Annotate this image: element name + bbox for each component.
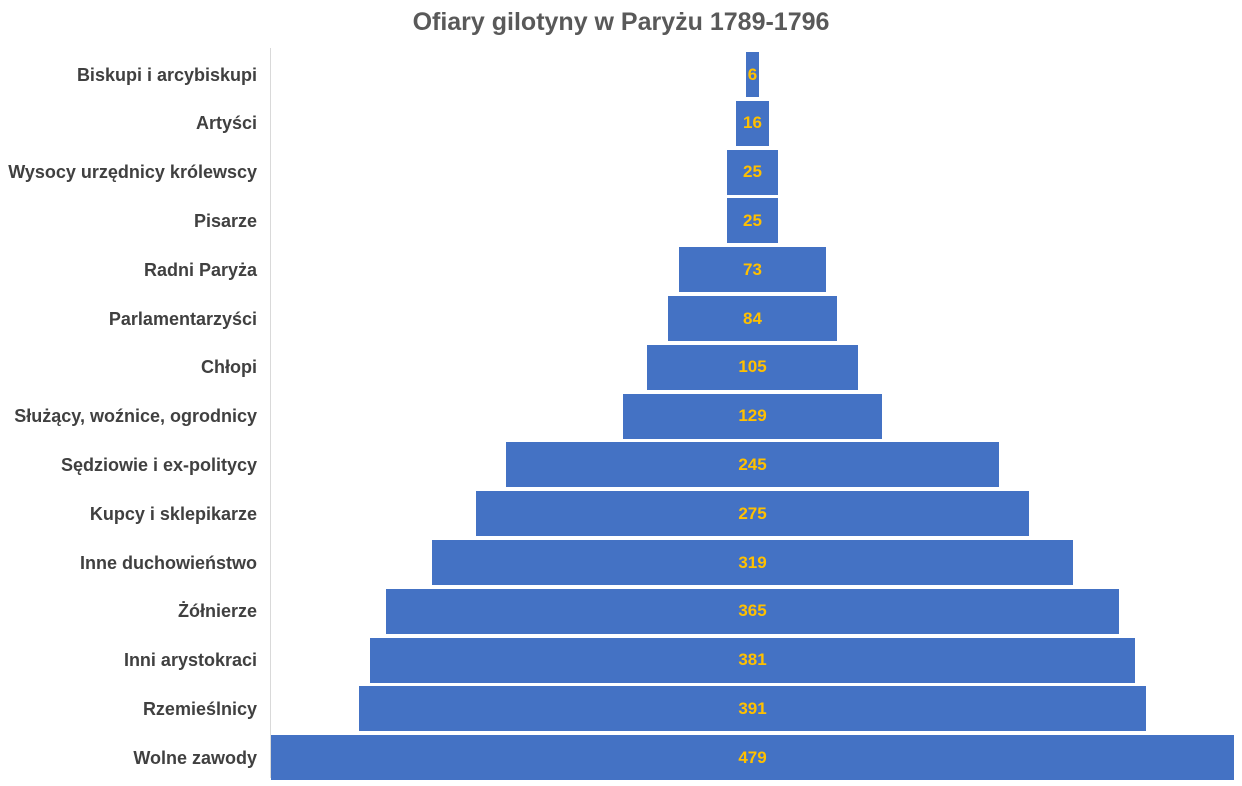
bar (727, 149, 778, 195)
bar (727, 198, 778, 244)
bar-value-label: 73 (743, 259, 762, 279)
bar (385, 588, 1120, 634)
chart-title: Ofiary gilotyny w Paryżu 1789-1796 (412, 8, 830, 36)
category-label: Służący, woźnice, ogrodnicy (14, 406, 257, 427)
category-label: Inne duchowieństwo (79, 552, 257, 573)
bar-value-label: 275 (738, 503, 767, 523)
category-label: Inni arystokraci (123, 650, 257, 671)
category-label: Sędziowie i ex-politycy (60, 454, 257, 475)
bar (506, 442, 999, 488)
bar-value-label: 381 (738, 650, 767, 670)
bar-value-label: 105 (738, 357, 767, 377)
bar-value-label: 391 (738, 698, 767, 718)
category-label: Żółnierze (177, 601, 257, 622)
bar-value-label: 25 (743, 210, 762, 230)
bar-value-label: 479 (738, 747, 767, 767)
bar-value-label: 245 (738, 454, 767, 474)
bar (359, 686, 1146, 732)
bar (622, 393, 883, 439)
category-label: Radni Paryża (143, 259, 257, 280)
bar (431, 540, 1074, 585)
bar-value-label: 6 (747, 64, 758, 84)
bar (271, 735, 1234, 781)
bar-value-label: 319 (738, 552, 767, 572)
category-label: Parlamentarzyści (108, 308, 257, 329)
bar-value-label: 365 (738, 601, 767, 621)
category-label: Pisarze (193, 210, 257, 231)
category-label: Wolne zawody (133, 747, 257, 768)
bar (369, 637, 1136, 683)
category-label: Rzemieślnicy (142, 698, 257, 719)
category-label: Chłopi (201, 357, 257, 378)
bar (476, 491, 1029, 537)
category-label: Artyści (195, 113, 257, 134)
bar (746, 52, 759, 97)
bar (646, 344, 859, 390)
bar-value-label: 25 (743, 162, 762, 182)
bar-value-label: 16 (743, 113, 762, 133)
bar (679, 247, 826, 293)
bar-value-label: 84 (743, 308, 762, 328)
bar (668, 296, 837, 341)
category-label: Wysocy urzędnicy królewscy (8, 162, 257, 183)
bar-value-label: 129 (738, 406, 767, 426)
category-label: Biskupi i arcybiskupi (76, 64, 257, 85)
bar (736, 100, 769, 146)
category-label: Kupcy i sklepikarze (89, 503, 257, 524)
category-axis-line (270, 48, 271, 778)
